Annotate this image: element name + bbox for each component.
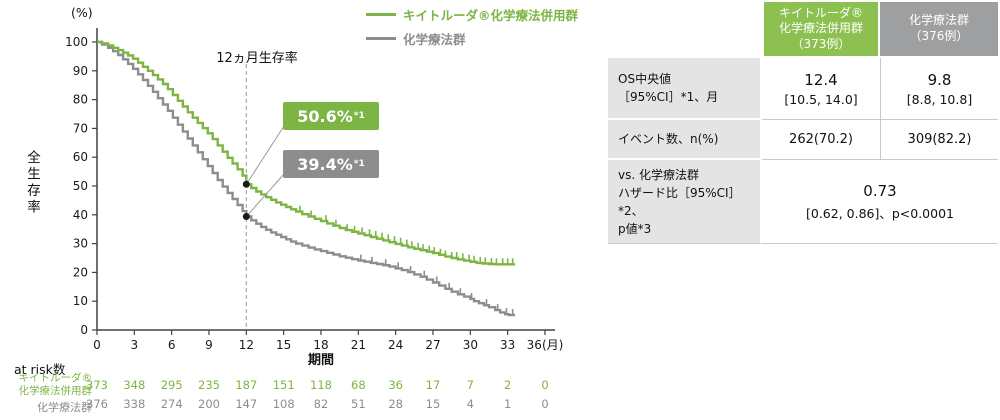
svg-text:30: 30 bbox=[73, 237, 88, 251]
at-risk-count: 151 bbox=[273, 378, 295, 392]
twelve-month-survival-label: 12ヵ月生存率 bbox=[216, 51, 298, 66]
svg-text:3: 3 bbox=[131, 338, 139, 352]
row-label-events: イベント数、n(%) bbox=[608, 120, 762, 160]
svg-text:90: 90 bbox=[73, 64, 88, 78]
at-risk-count: 118 bbox=[310, 378, 332, 392]
at-risk-count: 4 bbox=[467, 397, 474, 411]
at-risk-count: 15 bbox=[426, 397, 441, 411]
os-pembro-median: 12.4 bbox=[804, 70, 838, 89]
at-risk-count: 2 bbox=[504, 378, 511, 392]
at-risk-count: 68 bbox=[351, 378, 366, 392]
os-pembro-ci: [10.5, 14.0] bbox=[784, 91, 858, 107]
svg-text:40: 40 bbox=[73, 208, 88, 222]
at-risk-count: 147 bbox=[235, 397, 257, 411]
svg-text:50: 50 bbox=[73, 179, 88, 193]
cell-events-pembro: 262(70.2) bbox=[762, 120, 880, 160]
svg-text:33: 33 bbox=[500, 338, 515, 352]
hazard-ratio-ci-pvalue: [0.62, 0.86]、p<0.0001 bbox=[805, 205, 954, 221]
callout-pembro-footnote: *1 bbox=[353, 111, 365, 121]
table-header-chemo: 化学療法群 （376例） bbox=[880, 2, 998, 58]
legend-item-pembro: キイトルーダ®化学療法併用群 bbox=[366, 5, 578, 24]
at-risk-count: 348 bbox=[123, 378, 145, 392]
km-chart-panel: 0 10 20 30 40 50 60 70 80 90 100 0 3 6 9 12 15 18 21 24 27 30… bbox=[14, 5, 578, 414]
table-corner-cell bbox=[608, 2, 762, 58]
cell-hazard-ratio: 0.73 [0.62, 0.86]、p<0.0001 bbox=[762, 160, 998, 244]
y-axis-title: 全生存率 bbox=[24, 150, 40, 216]
at-risk-count: 36 bbox=[388, 378, 403, 392]
x-axis-title: 期間 bbox=[307, 353, 334, 368]
legend-label-pembro: キイトルーダ®化学療法併用群 bbox=[403, 8, 579, 23]
at-risk-count: 338 bbox=[123, 397, 145, 411]
svg-text:12: 12 bbox=[239, 338, 254, 352]
at-risk-count: 1 bbox=[504, 397, 511, 411]
svg-text:20: 20 bbox=[73, 265, 88, 279]
at-risk-count: 376 bbox=[86, 397, 108, 411]
at-risk-title: at risk数 bbox=[14, 362, 66, 377]
svg-text:30: 30 bbox=[463, 338, 478, 352]
at-risk-count: 7 bbox=[467, 378, 474, 392]
legend-label-chemo: 化学療法群 bbox=[403, 32, 466, 47]
at-risk-count: 17 bbox=[426, 378, 441, 392]
svg-text:10: 10 bbox=[73, 294, 88, 308]
at-risk-count: 0 bbox=[541, 397, 548, 411]
at-risk-count: 187 bbox=[235, 378, 257, 392]
os-chemo-median: 9.8 bbox=[927, 70, 952, 89]
chart-legend: キイトルーダ®化学療法併用群 化学療法群 bbox=[366, 5, 578, 48]
at-risk-count: 373 bbox=[86, 378, 108, 392]
svg-text:0: 0 bbox=[93, 338, 101, 352]
svg-text:80: 80 bbox=[73, 93, 88, 107]
callout-chemo-footnote: *1 bbox=[353, 159, 365, 169]
at-risk-count: 200 bbox=[198, 397, 220, 411]
milestone-dot bbox=[242, 180, 250, 188]
svg-text:24: 24 bbox=[388, 338, 403, 352]
cell-events-chemo: 309(82.2) bbox=[880, 120, 998, 160]
callout-chemo-value: 39.4% bbox=[297, 154, 353, 174]
milestone-dot bbox=[242, 213, 250, 221]
km-curve-chemo bbox=[97, 40, 516, 317]
at-risk-count: 235 bbox=[198, 378, 220, 392]
at-risk-count: 295 bbox=[161, 378, 183, 392]
row-label-hazard-ratio: vs. 化学療法群 ハザード比［95%CI］*2、 p値*3 bbox=[608, 160, 762, 244]
svg-text:18: 18 bbox=[313, 338, 328, 352]
os-chemo-ci: [8.8, 10.8] bbox=[906, 91, 973, 107]
legend-swatch-green-icon bbox=[366, 12, 396, 17]
svg-text:6: 6 bbox=[168, 338, 176, 352]
cell-os-chemo: 9.8 [8.8, 10.8] bbox=[880, 58, 998, 120]
at-risk-label-pembro: キイトルーダ® 化学療法併用群 bbox=[18, 372, 93, 398]
at-risk-count: 28 bbox=[388, 397, 403, 411]
at-risk-count: 82 bbox=[314, 397, 329, 411]
at-risk-count: 0 bbox=[541, 378, 548, 392]
svg-text:9: 9 bbox=[205, 338, 213, 352]
svg-text:36(月): 36(月) bbox=[527, 338, 564, 352]
svg-text:100: 100 bbox=[65, 35, 88, 49]
hazard-ratio-value: 0.73 bbox=[863, 181, 897, 200]
svg-text:60: 60 bbox=[73, 150, 88, 164]
callout-pembro-12m-rate: 50.6% *1 bbox=[283, 102, 379, 130]
callout-pembro-value: 50.6% bbox=[297, 106, 353, 126]
at-risk-label-chemo: 化学療法群 bbox=[37, 401, 92, 414]
svg-text:70: 70 bbox=[73, 121, 88, 135]
svg-text:27: 27 bbox=[425, 338, 440, 352]
svg-text:0: 0 bbox=[80, 323, 88, 337]
at-risk-count: 51 bbox=[351, 397, 366, 411]
legend-item-chemo: 化学療法群 bbox=[366, 29, 578, 48]
row-label-os-median: OS中央値 ［95%CI］*1、月 bbox=[608, 58, 762, 120]
table-header-pembro: キイトルーダ® 化学療法併用群 （373例） bbox=[762, 2, 880, 58]
y-axis-unit: (%) bbox=[71, 5, 93, 20]
legend-swatch-gray-icon bbox=[366, 36, 396, 41]
results-table: キイトルーダ® 化学療法併用群 （373例） 化学療法群 （376例） OS中央… bbox=[608, 2, 998, 244]
cell-os-pembro: 12.4 [10.5, 14.0] bbox=[762, 58, 880, 120]
at-risk-count: 274 bbox=[161, 397, 183, 411]
svg-text:21: 21 bbox=[351, 338, 366, 352]
callout-chemo-12m-rate: 39.4% *1 bbox=[283, 150, 379, 178]
svg-text:15: 15 bbox=[276, 338, 291, 352]
km-curve-pembro bbox=[97, 40, 516, 266]
at-risk-count: 108 bbox=[273, 397, 295, 411]
